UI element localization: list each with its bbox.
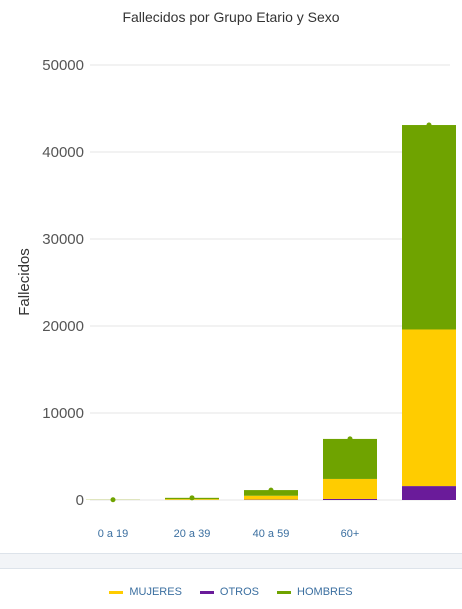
bar-hombres-4 [402, 125, 456, 330]
legend-item-mujeres[interactable]: MUJERES [109, 586, 182, 598]
bar-mujeres-3 [323, 478, 377, 499]
bar-total-marker-0 [110, 497, 116, 503]
y-tick-label-1: 10000 [42, 405, 84, 422]
chart-title: Fallecidos por Grupo Etario y Sexo [122, 9, 340, 25]
y-tick-label-4: 40000 [42, 144, 84, 161]
x-tick-label-3: 60+ [341, 528, 360, 540]
legend-label-hombres: HOMBRES [297, 586, 353, 598]
bar-mujeres-4 [402, 329, 456, 487]
legend-item-otros[interactable]: OTROS [199, 586, 260, 598]
x-tick-label-2: 40 a 59 [253, 528, 290, 540]
bar-total-marker-1 [189, 495, 195, 501]
legend-label-otros: OTROS [219, 586, 260, 598]
bar-total-marker-4 [426, 122, 432, 128]
x-tick-label-1: 20 a 39 [174, 528, 211, 540]
bar-total-marker-3 [347, 436, 353, 442]
bar-otros-4 [402, 486, 456, 500]
y-tick-label-0: 0 [76, 492, 84, 509]
bar-otros-3 [323, 498, 377, 500]
y-tick-label-3: 30000 [42, 231, 84, 248]
bar-hombres-2 [244, 490, 298, 496]
y-axis-label: Fallecidos [16, 248, 33, 316]
y-tick-label-2: 20000 [42, 318, 84, 335]
legend-swatch-mujeres [109, 590, 124, 594]
legend-label-mujeres: MUJERES [129, 586, 182, 598]
legend-swatch-otros [199, 590, 214, 594]
chart-plot: 0 10000 20000 30000 40000 50000 Fallecidos 0 a … [16, 57, 456, 540]
chart-footer-band [0, 553, 462, 569]
y-tick-label-5: 50000 [42, 57, 84, 74]
bar-hombres-3 [323, 438, 377, 479]
bar-total-marker-2 [268, 487, 274, 493]
bar-mujeres-2 [244, 495, 298, 500]
x-tick-label-0: 0 a 19 [98, 528, 129, 540]
chart-legend: MUJERES OTROS HOMBRES [0, 586, 462, 598]
legend-swatch-hombres [277, 590, 292, 594]
legend-item-hombres[interactable]: HOMBRES [277, 586, 353, 598]
